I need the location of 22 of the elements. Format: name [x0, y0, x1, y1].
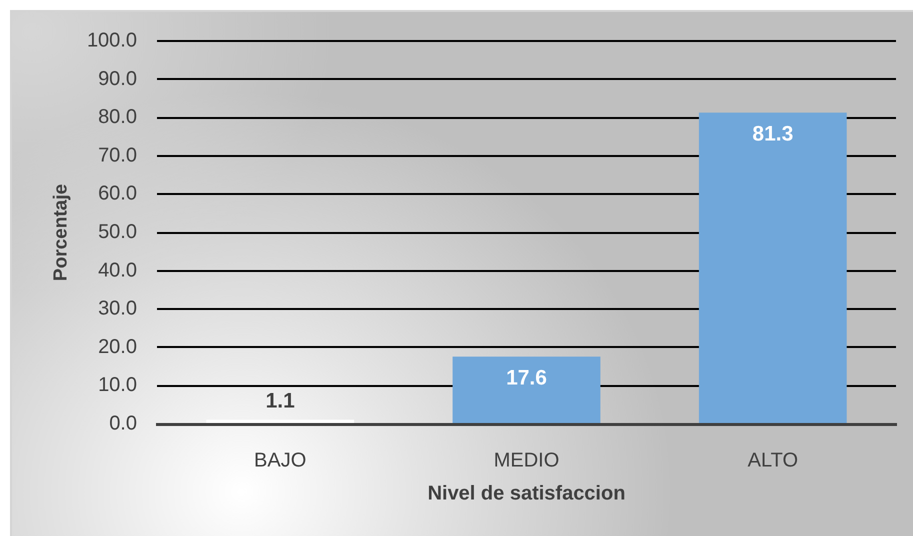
- x-tick-label: ALTO: [748, 450, 798, 472]
- y-tick-label: 20.0: [98, 336, 137, 358]
- data-label: 1.1: [266, 390, 296, 413]
- y-tick-label: 100.0: [86, 30, 137, 52]
- y-tick-label: 80.0: [98, 106, 137, 128]
- y-tick-label: 90.0: [98, 68, 137, 90]
- y-tick-label: 50.0: [98, 221, 137, 244]
- y-tick-label: 30.0: [98, 298, 137, 320]
- y-axis-title: Porcentaje: [50, 184, 72, 282]
- y-tick-label: 70.0: [98, 144, 137, 166]
- data-label: 17.6: [506, 366, 547, 390]
- x-axis-title: Nivel de satisfaccion: [428, 482, 626, 505]
- bar: [452, 356, 600, 423]
- x-tick-label: MEDIO: [494, 450, 560, 472]
- y-tick-label: 40.0: [98, 259, 137, 282]
- data-label: 81.3: [752, 122, 794, 146]
- bar: [698, 112, 847, 423]
- bar: [206, 420, 354, 423]
- y-tick-label: 0.0: [109, 412, 137, 435]
- y-tick-label: 10.0: [98, 374, 137, 396]
- y-tick-label: 60.0: [98, 182, 137, 205]
- x-tick-label: BAJO: [254, 450, 306, 472]
